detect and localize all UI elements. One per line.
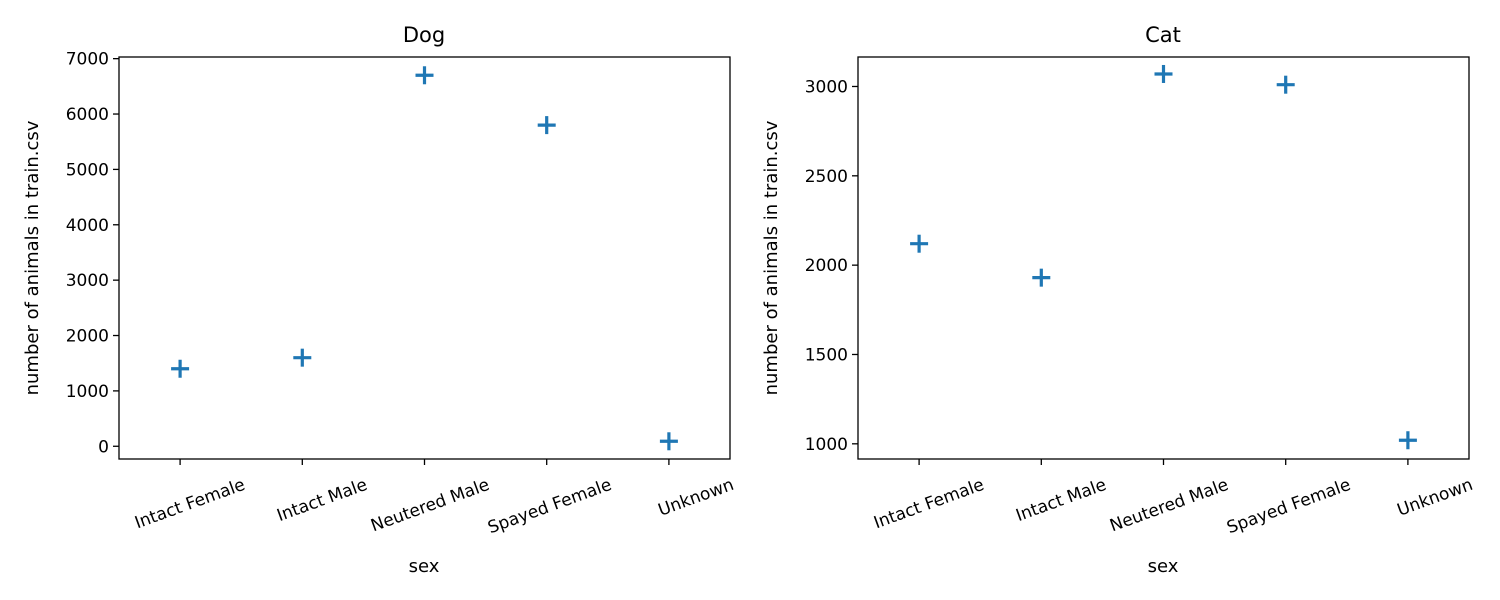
marker-group (171, 66, 678, 451)
data-point (537, 116, 556, 135)
y-tick-label: 4000 (66, 216, 109, 236)
data-point (1032, 268, 1051, 287)
x-axis-label: sex (1148, 556, 1179, 577)
data-point (1276, 75, 1295, 94)
data-point (1398, 431, 1417, 450)
chart-title: Cat (1145, 23, 1181, 47)
y-tick-label: 1000 (66, 382, 109, 402)
y-tick-label: 5000 (66, 160, 109, 180)
chart-title: Dog (403, 23, 445, 47)
data-point (1154, 64, 1173, 83)
y-axis-label: number of animals in train.csv (761, 120, 782, 395)
data-point (415, 66, 434, 85)
marker-group (910, 64, 1417, 450)
data-point (910, 234, 929, 253)
y-tick-label: 7000 (66, 50, 109, 70)
y-tick-label: 2000 (805, 256, 848, 276)
y-tick-label: 3000 (805, 77, 848, 97)
plot-frame (857, 56, 1470, 460)
y-tick-label: 2500 (805, 167, 848, 187)
y-axis-label: number of animals in train.csv (22, 120, 43, 395)
y-tick-label: 0 (98, 437, 109, 457)
data-point (659, 432, 678, 451)
y-tick-label: 1500 (805, 345, 848, 365)
data-point (171, 359, 190, 378)
y-tick-label: 3000 (66, 271, 109, 291)
data-point (293, 348, 312, 367)
y-tick-label: 6000 (66, 105, 109, 125)
y-tick-label: 1000 (805, 435, 848, 455)
plot-frame (118, 56, 731, 460)
x-axis-label: sex (409, 556, 440, 577)
y-tick-label: 2000 (66, 327, 109, 347)
